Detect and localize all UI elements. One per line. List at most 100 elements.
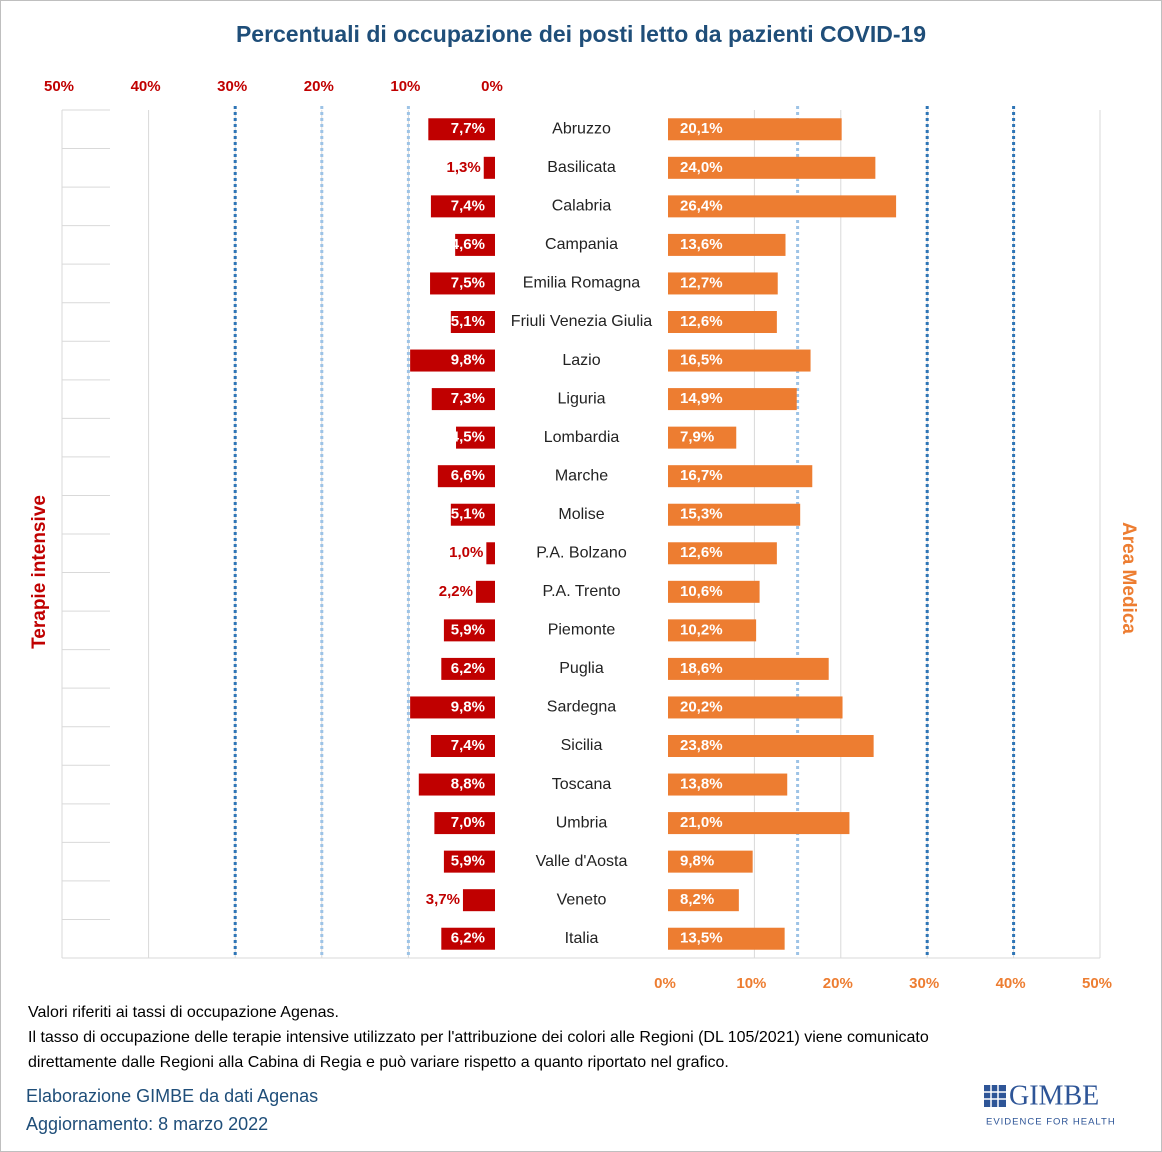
left-axis-label: Terapie intensive: [29, 495, 50, 649]
category-label: P.A. Bolzano: [536, 544, 627, 561]
logo: GIMBE EVIDENCE FOR HEALTH: [984, 1080, 1116, 1128]
left-tick-label: 20%: [304, 78, 334, 95]
bar: [668, 580, 760, 603]
bar: [430, 735, 495, 757]
left-tick-label: 0%: [481, 78, 503, 95]
right-tick-label: 0%: [654, 975, 676, 992]
bar: [668, 850, 753, 873]
bar: [668, 118, 842, 141]
bar: [668, 349, 811, 372]
category-label: Campania: [545, 236, 618, 253]
bar: [668, 619, 757, 642]
note: Il tasso di occupazione delle terapie in…: [28, 1029, 929, 1046]
value-label: 23,8%: [680, 737, 723, 754]
bar: [668, 388, 797, 411]
logo-tagline: EVIDENCE FOR HEALTH: [986, 1117, 1116, 1128]
value-label: 26,4%: [680, 197, 723, 214]
bar: [668, 272, 778, 295]
bar: [437, 465, 495, 488]
logo-name: GIMBE: [1009, 1080, 1099, 1111]
bar: [441, 657, 495, 680]
bar: [668, 773, 788, 796]
value-label: 10,6%: [680, 583, 723, 600]
bar: [456, 426, 495, 449]
value-label: 10,2%: [680, 621, 723, 638]
value-label: 24,0%: [680, 159, 723, 176]
left-tick-label: 10%: [390, 78, 420, 95]
value-label: 16,7%: [680, 467, 723, 484]
logo-icon: [984, 1085, 1006, 1107]
bar: [430, 195, 495, 218]
bar: [668, 426, 737, 449]
category-label: Calabria: [552, 198, 612, 215]
bar: [668, 657, 829, 680]
value-label: 4,5%: [451, 429, 485, 446]
value-label: 7,0%: [451, 814, 485, 831]
category-label: Valle d'Aosta: [536, 853, 628, 870]
value-label: 8,2%: [680, 891, 714, 908]
bar: [430, 272, 495, 295]
value-label: 7,7%: [451, 120, 485, 137]
category-label: Sicilia: [561, 737, 603, 754]
value-label: 15,3%: [680, 506, 723, 523]
category-label: Basilicata: [547, 159, 616, 176]
category-label: Marche: [555, 467, 608, 484]
plot: 0% 0% 10% 10% 20% 20% 30% 30% 40% 40% 50% 50% Abruzz…: [44, 78, 1112, 992]
left-tick-label: 40%: [131, 78, 161, 95]
value-label: 5,1%: [451, 506, 485, 523]
value-label: 7,5%: [451, 274, 485, 291]
note: Valori riferiti ai tassi di occupazione …: [28, 1004, 339, 1021]
value-label: 7,9%: [680, 429, 714, 446]
value-label: 9,8%: [680, 853, 714, 870]
right-tick-label: 10%: [736, 975, 766, 992]
category-label: Lazio: [562, 352, 600, 369]
value-label: 6,2%: [451, 930, 485, 947]
update: Aggiornamento: 8 marzo 2022: [26, 1114, 268, 1134]
category-label: Friuli Venezia Giulia: [511, 313, 653, 330]
bar: [668, 195, 897, 218]
bar: [450, 503, 495, 526]
chart-title: Percentuali di occupazione dei posti let…: [236, 21, 926, 47]
category-label: Toscana: [552, 776, 612, 793]
category-label: Sardegna: [547, 699, 616, 716]
bar: [475, 580, 495, 603]
bar: [668, 156, 876, 179]
value-label: 6,2%: [451, 660, 485, 677]
bar: [483, 156, 495, 179]
value-label: 20,1%: [680, 120, 723, 137]
value-label: 8,8%: [451, 776, 485, 793]
value-label: 6,6%: [451, 467, 485, 484]
bar: [434, 812, 495, 835]
bar: [668, 696, 843, 719]
value-label: 21,0%: [680, 814, 723, 831]
note: direttamente dalle Regioni alla Cabina d…: [28, 1054, 729, 1071]
category-label: Umbria: [556, 814, 608, 831]
value-label: 3,7%: [426, 891, 460, 908]
value-label: 14,9%: [680, 390, 723, 407]
bar: [428, 118, 495, 141]
value-label: 13,5%: [680, 930, 723, 947]
category-label: Abruzzo: [552, 120, 611, 137]
bar: [431, 388, 495, 411]
category-label: P.A. Trento: [543, 583, 621, 600]
category-label: Molise: [558, 506, 604, 523]
value-label: 9,8%: [451, 352, 485, 369]
value-label: 1,0%: [449, 544, 483, 561]
value-label: 12,7%: [680, 274, 723, 291]
right-tick-label: 30%: [909, 975, 939, 992]
logo-grid: [984, 1085, 1006, 1107]
value-label: 5,9%: [451, 621, 485, 638]
bar: [668, 465, 813, 488]
category-label: Emilia Romagna: [523, 275, 640, 292]
value-label: 7,3%: [451, 390, 485, 407]
bar: [410, 349, 495, 372]
right-tick-label: 20%: [823, 975, 853, 992]
bar: [462, 889, 495, 912]
category-label: Lombardia: [544, 429, 620, 446]
value-label: 1,3%: [447, 159, 481, 176]
bar: [486, 542, 495, 565]
bar: [668, 542, 777, 565]
